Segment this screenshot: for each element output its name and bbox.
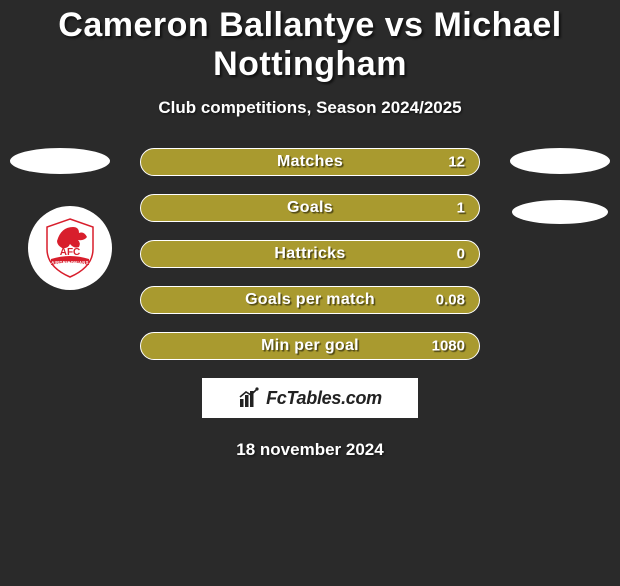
- stat-label: Goals: [287, 199, 333, 217]
- stat-label: Min per goal: [261, 337, 359, 355]
- comparison-stage: AFC AIRDRIEONIANS Matches 12 Goals 1 Hat…: [0, 148, 620, 360]
- stat-bar-goals-per-match: Goals per match 0.08: [140, 286, 480, 314]
- stat-bar-matches: Matches 12: [140, 148, 480, 176]
- player-left-placeholder: [10, 148, 110, 174]
- crest-sub-text: AIRDRIEONIANS: [51, 260, 88, 265]
- date-label: 18 november 2024: [0, 440, 620, 460]
- stat-value: 1: [457, 200, 465, 217]
- player-right-placeholder-1: [510, 148, 610, 174]
- subtitle: Club competitions, Season 2024/2025: [0, 98, 620, 118]
- stat-bars: Matches 12 Goals 1 Hattricks 0 Goals per…: [140, 148, 480, 360]
- crest-icon: AFC AIRDRIEONIANS: [35, 213, 105, 283]
- stat-value: 0: [457, 246, 465, 263]
- stat-label: Matches: [277, 153, 343, 171]
- brand-box[interactable]: FcTables.com: [202, 378, 418, 418]
- brand-label: FcTables.com: [266, 388, 382, 409]
- stat-value: 0.08: [436, 292, 465, 309]
- stat-bar-goals: Goals 1: [140, 194, 480, 222]
- stat-bar-min-per-goal: Min per goal 1080: [140, 332, 480, 360]
- club-crest: AFC AIRDRIEONIANS: [28, 206, 112, 290]
- bars-icon: [238, 387, 260, 409]
- stat-label: Goals per match: [245, 291, 375, 309]
- page-title: Cameron Ballantye vs Michael Nottingham: [0, 6, 620, 84]
- stat-value: 12: [448, 154, 465, 171]
- stat-bar-hattricks: Hattricks 0: [140, 240, 480, 268]
- stat-label: Hattricks: [274, 245, 345, 263]
- stat-value: 1080: [432, 338, 465, 355]
- player-right-placeholder-2: [512, 200, 608, 224]
